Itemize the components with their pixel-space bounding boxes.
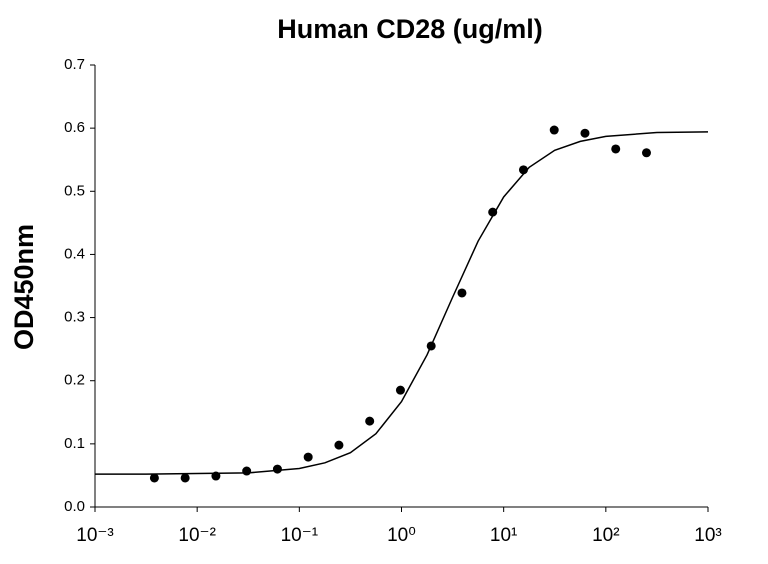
x-tick-label: 10⁻³ bbox=[76, 525, 114, 546]
data-point bbox=[611, 144, 621, 154]
data-point bbox=[272, 464, 282, 474]
x-tick-label: 10⁻² bbox=[178, 525, 216, 546]
y-tick-label: 0.7 bbox=[64, 56, 85, 73]
data-point bbox=[488, 207, 498, 217]
chart-title: Human CD28 (ug/ml) bbox=[277, 14, 543, 44]
data-point bbox=[365, 416, 375, 426]
x-tick-label: 10⁰ bbox=[387, 525, 416, 546]
y-axis-label: OD450nm bbox=[9, 224, 39, 350]
data-point bbox=[457, 288, 467, 298]
data-point bbox=[149, 473, 159, 483]
data-point bbox=[549, 125, 559, 135]
x-tick-label: 10⁻¹ bbox=[281, 525, 319, 546]
data-point bbox=[242, 466, 252, 476]
x-tick-label: 10¹ bbox=[490, 525, 517, 546]
y-tick-label: 0.5 bbox=[64, 182, 85, 199]
data-point bbox=[334, 440, 344, 450]
x-tick-label: 10³ bbox=[694, 525, 721, 546]
fit-curve bbox=[95, 131, 709, 475]
y-tick-label: 0.1 bbox=[64, 435, 85, 452]
data-point bbox=[641, 148, 651, 158]
y-tick-label: 0.6 bbox=[64, 119, 85, 136]
data-point bbox=[180, 473, 190, 483]
data-point bbox=[580, 128, 590, 138]
y-tick-label: 0.4 bbox=[64, 245, 85, 262]
data-point bbox=[395, 385, 405, 395]
x-tick-label: 10² bbox=[592, 525, 619, 546]
y-tick-label: 0.3 bbox=[64, 309, 85, 326]
data-point bbox=[303, 452, 313, 462]
y-tick-label: 0.2 bbox=[64, 372, 85, 389]
y-tick-label: 0.0 bbox=[64, 498, 85, 515]
